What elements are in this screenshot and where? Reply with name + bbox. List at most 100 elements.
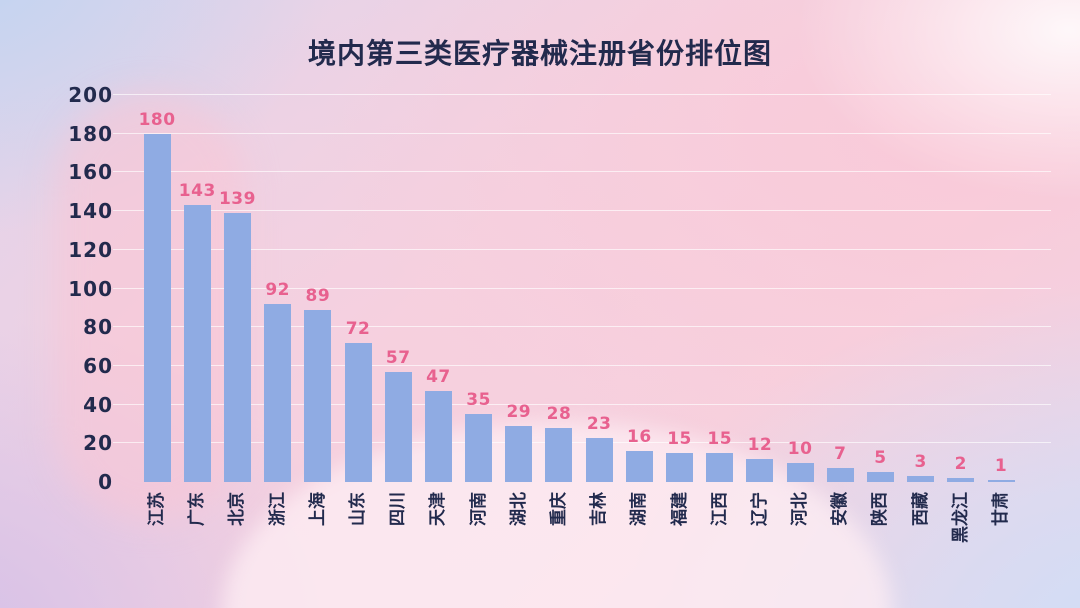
- x-category-label: 吉林: [589, 492, 610, 526]
- bar-value-label: 15: [667, 428, 692, 449]
- bar-column: 3: [901, 95, 941, 482]
- bar-column: 5: [860, 95, 900, 482]
- bar: [866, 472, 894, 482]
- bar-column: 89: [298, 95, 338, 482]
- x-category-label: 黑龙江: [950, 492, 971, 543]
- gridline: [113, 248, 1051, 250]
- y-tick-label: 180: [68, 121, 113, 146]
- bar-value-label: 57: [385, 347, 411, 368]
- bar-value-label: 72: [345, 318, 371, 339]
- gridline: [113, 94, 1051, 95]
- bar-value-label: 180: [138, 109, 176, 130]
- bar-value-label: 89: [305, 285, 331, 306]
- x-category-cell: 湖北: [499, 492, 539, 582]
- bars-container: 180 143 139 92 89 72 57 47 35 29 28 23 16 15 15 12 10 7 5 3…: [137, 95, 1021, 482]
- x-category-cell: 湖南: [619, 492, 659, 582]
- x-category-cell: 江苏: [137, 492, 177, 582]
- bar-value-label: 47: [426, 367, 451, 388]
- y-tick-label: 0: [98, 470, 113, 494]
- bar: [826, 468, 854, 482]
- y-axis: 0 20 40 60 80 100 120 140 160 180 200: [0, 85, 113, 492]
- gridline: [113, 364, 1051, 366]
- bar: [545, 427, 573, 482]
- x-category-label: 河南: [468, 492, 489, 526]
- bar-value-label: 15: [707, 428, 733, 449]
- bar-value-label: 139: [218, 189, 256, 210]
- bar-column: 72: [338, 95, 378, 482]
- bar-column: 16: [619, 95, 659, 482]
- bar-value-label: 3: [914, 452, 927, 473]
- x-category-label: 天津: [428, 492, 449, 526]
- bar: [706, 452, 734, 482]
- bar: [143, 133, 171, 482]
- gridline: [113, 326, 1051, 328]
- x-category-label: 江苏: [147, 492, 168, 526]
- x-category-label: 陕西: [870, 492, 891, 526]
- x-category-label: 广东: [187, 492, 208, 526]
- bar-value-label: 28: [546, 403, 572, 424]
- bar-value-label: 5: [874, 448, 887, 469]
- gridline: [113, 403, 1051, 405]
- bar: [424, 391, 452, 482]
- x-category-label: 西藏: [910, 492, 931, 526]
- x-category-label: 甘肃: [991, 492, 1012, 526]
- bar: [947, 478, 975, 482]
- bar-column: 7: [820, 95, 860, 482]
- x-category-cell: 福建: [659, 492, 699, 582]
- x-category-label: 四川: [388, 492, 409, 526]
- bar: [384, 371, 412, 482]
- bar: [585, 437, 613, 482]
- x-category-label: 安徽: [830, 492, 851, 526]
- gridline: [113, 210, 1051, 212]
- x-category-label: 河北: [790, 492, 811, 526]
- x-category-label: 湖南: [629, 492, 650, 526]
- x-category-cell: 辽宁: [740, 492, 780, 582]
- bar-value-label: 7: [834, 444, 847, 465]
- x-category-cell: 四川: [378, 492, 418, 582]
- x-category-label: 浙江: [267, 492, 288, 526]
- bar: [746, 458, 774, 482]
- bar: [264, 303, 292, 482]
- x-category-cell: 北京: [217, 492, 257, 582]
- bar: [625, 451, 653, 482]
- x-category-cell: 吉林: [579, 492, 619, 582]
- bar: [304, 309, 332, 482]
- bar-column: 1: [981, 95, 1021, 482]
- x-category-cell: 河北: [780, 492, 820, 582]
- bar-column: 28: [539, 95, 579, 482]
- gridline: [113, 442, 1051, 444]
- bar-column: 139: [217, 95, 257, 482]
- bar: [666, 452, 694, 482]
- x-axis: 江苏 广东 北京 浙江 上海 山东 四川 天津 河南 湖北 重庆 吉林 湖南 福建 江西 辽宁 河北 安徽 陕西 西藏…: [137, 492, 1021, 582]
- y-tick-label: 60: [83, 353, 113, 378]
- x-category-label: 山东: [348, 492, 369, 526]
- bar-value-label: 10: [787, 438, 813, 459]
- x-category-label: 江西: [709, 492, 730, 526]
- bar: [183, 205, 211, 482]
- bar-column: 23: [579, 95, 619, 482]
- y-tick-label: 120: [68, 237, 113, 262]
- bar: [223, 213, 251, 482]
- bar-column: 57: [378, 95, 418, 482]
- x-category-cell: 天津: [418, 492, 458, 582]
- y-tick-label: 40: [83, 392, 113, 417]
- bar-column: 143: [177, 95, 217, 482]
- bar-column: 92: [258, 95, 298, 482]
- bar-value-label: 35: [466, 390, 491, 411]
- x-category-cell: 江西: [700, 492, 740, 582]
- gridline: [113, 132, 1051, 134]
- x-category-label: 湖北: [508, 492, 529, 526]
- y-tick-label: 160: [68, 160, 113, 185]
- y-tick-label: 140: [68, 199, 113, 224]
- x-category-cell: 浙江: [258, 492, 298, 582]
- bar: [786, 462, 814, 482]
- bar-value-label: 16: [627, 427, 652, 448]
- bar: [344, 342, 372, 482]
- bar-value-label: 12: [747, 434, 773, 455]
- x-category-cell: 安徽: [820, 492, 860, 582]
- bar-column: 15: [700, 95, 740, 482]
- y-tick-label: 80: [83, 315, 113, 340]
- x-category-label: 北京: [227, 492, 248, 526]
- x-category-cell: 西藏: [901, 492, 941, 582]
